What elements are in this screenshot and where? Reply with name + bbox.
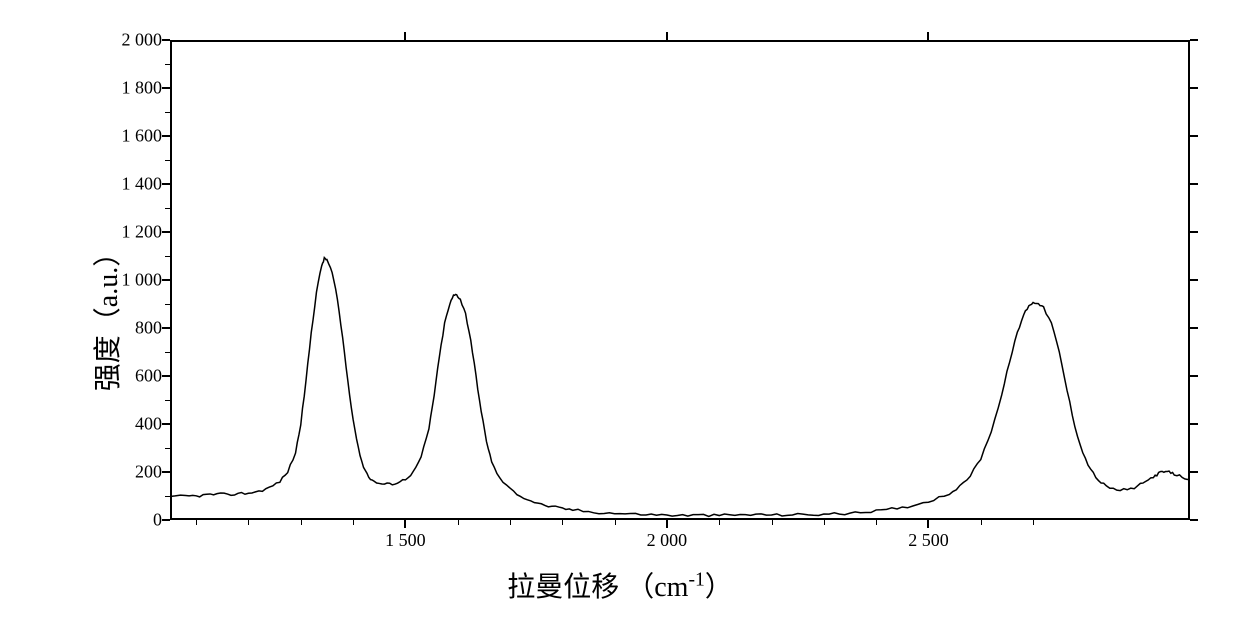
x-minor-tick	[615, 520, 616, 525]
y-tick	[1190, 375, 1198, 377]
x-minor-tick	[510, 520, 511, 525]
y-tick	[1190, 519, 1198, 521]
x-minor-tick	[1033, 520, 1034, 525]
x-tick-label: 2 500	[908, 530, 949, 551]
y-tick	[1190, 87, 1198, 89]
y-minor-tick	[165, 112, 170, 113]
y-tick-label: 400	[135, 414, 162, 435]
x-minor-tick	[248, 520, 249, 525]
y-tick	[162, 471, 170, 473]
y-minor-tick	[165, 496, 170, 497]
y-tick	[1190, 471, 1198, 473]
y-tick	[1190, 231, 1198, 233]
y-tick	[1190, 183, 1198, 185]
y-tick	[162, 231, 170, 233]
x-minor-tick	[772, 520, 773, 525]
x-tick	[927, 520, 929, 528]
x-tick	[666, 32, 668, 40]
y-minor-tick	[165, 160, 170, 161]
y-minor-tick	[165, 352, 170, 353]
y-tick	[1190, 423, 1198, 425]
y-tick	[162, 279, 170, 281]
y-tick	[162, 375, 170, 377]
y-tick	[162, 135, 170, 137]
y-minor-tick	[165, 304, 170, 305]
x-axis-label-text: 拉曼位移 （cm-1）	[507, 572, 733, 603]
y-minor-tick	[165, 208, 170, 209]
y-tick-label: 1 400	[122, 174, 163, 195]
y-tick-label: 800	[135, 318, 162, 339]
raman-spectrum-chart: 强度（a.u.） 拉曼位移 （cm-1） 0 200 400 600 800 1 000 1…	[20, 20, 1220, 610]
y-tick-label: 0	[153, 510, 162, 531]
x-tick	[666, 520, 668, 528]
x-minor-tick	[562, 520, 563, 525]
y-tick	[1190, 39, 1198, 41]
x-minor-tick	[301, 520, 302, 525]
y-tick	[162, 39, 170, 41]
y-tick	[162, 183, 170, 185]
y-minor-tick	[165, 448, 170, 449]
x-minor-tick	[981, 520, 982, 525]
y-tick	[162, 87, 170, 89]
x-minor-tick	[824, 520, 825, 525]
x-tick	[927, 32, 929, 40]
y-axis-label: 强度（a.u.）	[86, 239, 126, 391]
y-tick-label: 600	[135, 366, 162, 387]
x-axis-label: 拉曼位移 （cm-1）	[507, 565, 733, 605]
y-tick	[1190, 135, 1198, 137]
y-tick-label: 1 800	[122, 78, 163, 99]
y-tick	[1190, 327, 1198, 329]
y-tick	[162, 327, 170, 329]
x-minor-tick	[458, 520, 459, 525]
y-tick-label: 1 000	[122, 270, 163, 291]
y-tick	[162, 423, 170, 425]
x-minor-tick	[353, 520, 354, 525]
x-minor-tick	[719, 520, 720, 525]
x-tick	[404, 520, 406, 528]
x-tick-label: 1 500	[385, 530, 426, 551]
y-tick-label: 200	[135, 462, 162, 483]
y-minor-tick	[165, 256, 170, 257]
y-tick-label: 2 000	[122, 30, 163, 51]
x-minor-tick	[876, 520, 877, 525]
x-tick-label: 2 000	[647, 530, 688, 551]
y-tick	[162, 519, 170, 521]
y-tick-label: 1 200	[122, 222, 163, 243]
x-minor-tick	[196, 520, 197, 525]
y-minor-tick	[165, 64, 170, 65]
y-tick	[1190, 279, 1198, 281]
y-minor-tick	[165, 400, 170, 401]
x-tick	[404, 32, 406, 40]
spectrum-plot	[170, 40, 1190, 520]
y-tick-label: 1 600	[122, 126, 163, 147]
